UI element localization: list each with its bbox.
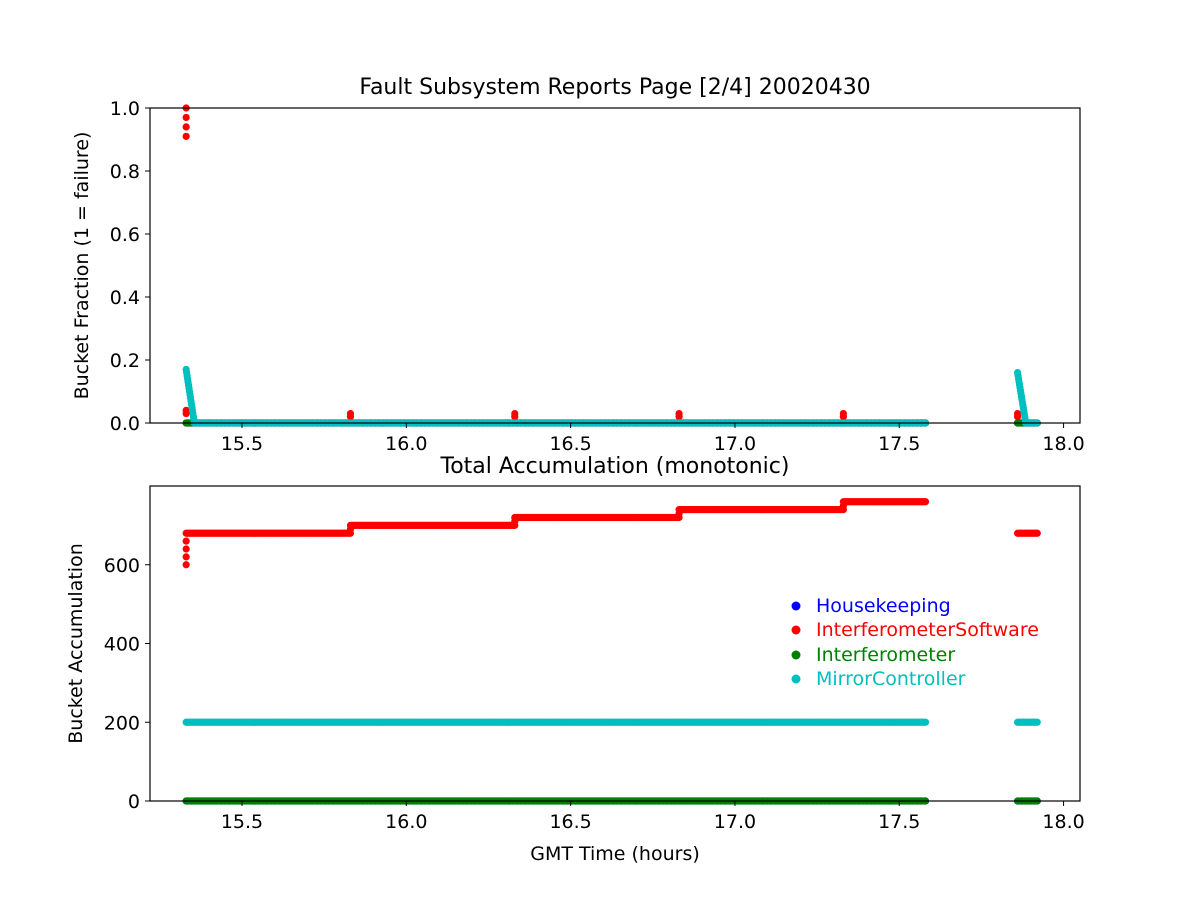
x-tick-label: 17.5 <box>878 811 920 833</box>
data-point <box>182 409 190 418</box>
y-tick-label: 0.4 <box>110 287 140 309</box>
legend-entry-housekeeping: Housekeeping <box>791 595 951 617</box>
x-tick-label: 16.0 <box>385 811 427 833</box>
y-tick-label: 0.8 <box>110 161 140 183</box>
x-tick-label: 18.0 <box>1042 811 1084 833</box>
y-tick-label: 0 <box>128 791 140 813</box>
legend-marker-housekeeping <box>791 601 801 611</box>
x-tick-label: 18.0 <box>1042 433 1084 455</box>
data-point <box>346 525 355 533</box>
bottom-series-mirrorcontroller <box>182 718 1041 726</box>
legend-label-housekeeping: Housekeeping <box>816 595 951 617</box>
y-tick-label: 400 <box>104 634 140 656</box>
data-point <box>1013 413 1022 421</box>
data-point <box>675 509 683 518</box>
x-tick-label: 16.0 <box>385 433 427 455</box>
legend-entry-mirrorcontroller: MirrorController <box>791 668 966 690</box>
y-tick-label: 0.2 <box>110 350 140 372</box>
data-point <box>182 561 190 569</box>
data-point <box>839 502 847 510</box>
data-point <box>921 718 930 726</box>
top-y-axis-label: Bucket Fraction (1 = failure) <box>71 132 93 400</box>
y-tick-label: 600 <box>104 555 140 577</box>
bottom-chart-title: Total Accumulation (monotonic) <box>440 454 790 479</box>
bottom-panel: Total Accumulation (monotonic) 15.5 16.0 1… <box>65 454 1085 865</box>
x-tick-label: 17.5 <box>878 433 920 455</box>
legend-marker-interferometer <box>791 650 801 660</box>
legend-label-interferometer: Interferometer <box>816 644 955 666</box>
legend: Housekeeping InterferometerSoftware Inte… <box>791 595 1039 690</box>
data-point <box>346 413 355 421</box>
legend-label-interferometersoftware: InterferometerSoftware <box>816 619 1039 641</box>
x-tick-label: 15.5 <box>221 433 263 455</box>
top-y-ticks: 0.0 0.2 0.4 0.6 0.8 1.0 <box>110 98 150 435</box>
legend-marker-interferometersoftware <box>791 625 801 635</box>
legend-entry-interferometersoftware: InterferometerSoftware <box>791 619 1039 641</box>
data-point <box>182 132 190 140</box>
x-tick-label: 16.5 <box>549 811 591 833</box>
data-point <box>182 537 190 545</box>
bottom-series-interferometersoftware <box>182 498 1041 569</box>
data-point <box>839 413 847 421</box>
x-tick-label: 17.0 <box>714 811 756 833</box>
bottom-y-axis-label: Bucket Accumulation <box>65 543 87 744</box>
x-tick-label: 17.0 <box>714 433 756 455</box>
data-point <box>182 553 190 561</box>
top-axes-frame <box>149 107 1081 424</box>
data-point <box>511 413 519 421</box>
legend-label-mirrorcontroller: MirrorController <box>816 668 966 690</box>
data-point <box>675 413 683 421</box>
y-tick-label: 0.6 <box>110 224 140 246</box>
data-point <box>511 517 519 526</box>
bottom-x-axis-label: GMT Time (hours) <box>530 843 700 865</box>
y-tick-label: 0.0 <box>110 413 140 435</box>
top-panel: Fault Subsystem Reports Page [2/4] 20020… <box>71 75 1085 455</box>
data-point <box>182 123 190 131</box>
data-point <box>182 545 190 553</box>
bottom-y-ticks: 0 200 400 600 <box>104 555 150 813</box>
data-point <box>921 498 930 506</box>
data-point <box>182 113 190 122</box>
y-tick-label: 200 <box>104 712 140 734</box>
x-tick-label: 16.5 <box>549 433 591 455</box>
legend-entry-interferometer: Interferometer <box>791 644 955 666</box>
data-point <box>1033 529 1041 537</box>
bottom-x-ticks: 15.5 16.0 16.5 17.0 17.5 18.0 <box>221 801 1085 833</box>
top-x-ticks: 15.5 16.0 16.5 17.0 17.5 18.0 <box>221 423 1085 455</box>
x-tick-label: 15.5 <box>221 811 263 833</box>
data-point <box>1033 718 1041 726</box>
legend-marker-mirrorcontroller <box>791 674 801 684</box>
top-chart-title: Fault Subsystem Reports Page [2/4] 20020… <box>359 75 870 100</box>
y-tick-label: 1.0 <box>110 98 140 120</box>
